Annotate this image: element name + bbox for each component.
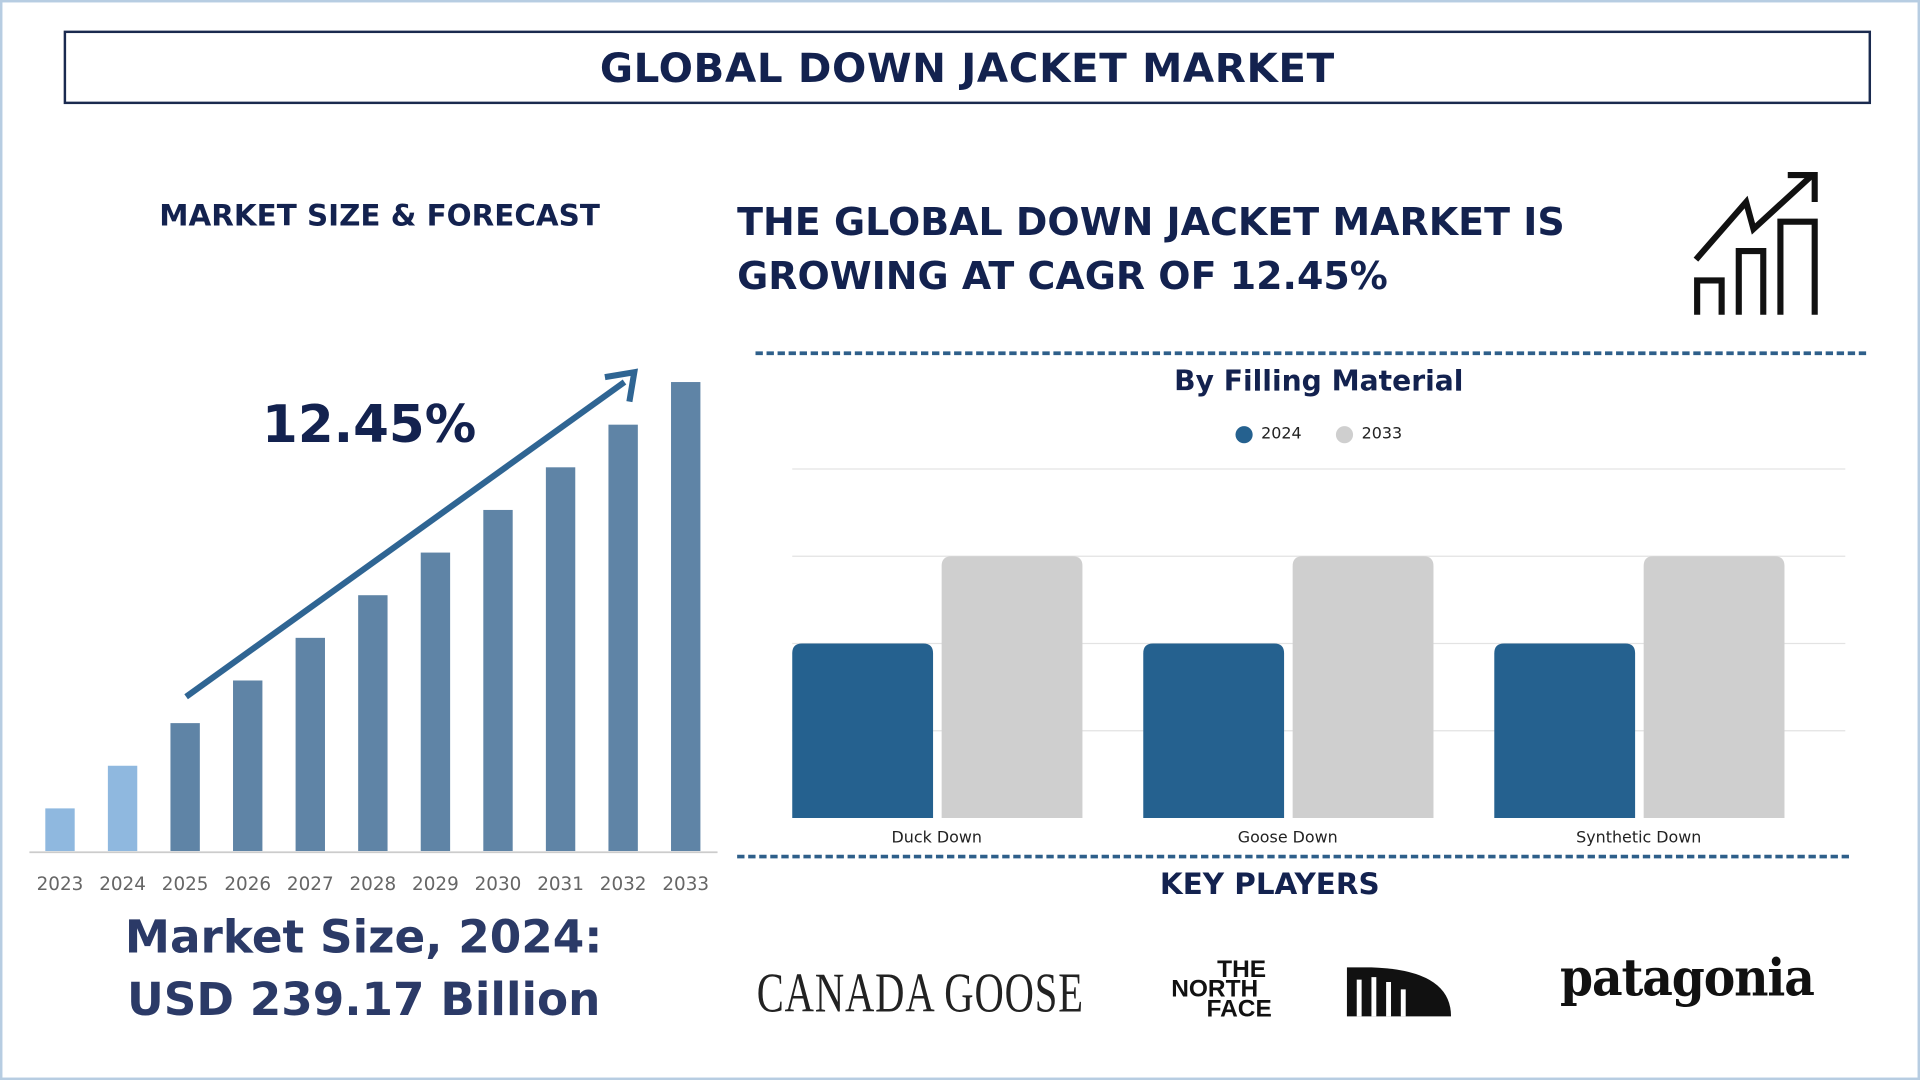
market-size-label: Market Size, 2024: xyxy=(124,911,603,964)
market-forecast-chart: 2023 2024 2025 2026 2027 2028 2029 2030 2031 2032… xyxy=(29,368,718,895)
title-box: GLOBAL DOWN JACKET MARKET xyxy=(63,30,1872,105)
bar-2033 xyxy=(671,382,701,852)
headline-line-2: GROWING AT CAGR OF 12.45% xyxy=(737,254,1388,299)
year-label: 2028 xyxy=(349,874,396,895)
bar-synthetic-down-2024 xyxy=(1494,643,1636,818)
bar-2025 xyxy=(170,723,200,852)
patagonia-logo: patagonia xyxy=(1560,947,1815,1008)
the-north-face-logo: THE NORTH FACE xyxy=(1171,956,1452,1021)
divider-bottom xyxy=(737,854,1849,859)
segment-chart-title: By Filling Material xyxy=(1174,366,1464,398)
cagr-value: 12.45% xyxy=(262,394,477,455)
legend-label: 2033 xyxy=(1361,424,1403,444)
year-label: 2029 xyxy=(412,874,459,895)
year-label: 2030 xyxy=(475,874,522,895)
svg-text:NORTH: NORTH xyxy=(1171,976,1258,1003)
year-label: 2027 xyxy=(287,874,334,895)
bar-2032 xyxy=(608,424,638,852)
year-label: 2023 xyxy=(37,874,84,895)
trend-arrow-head xyxy=(604,368,639,403)
headline-line-1: THE GLOBAL DOWN JACKET MARKET IS xyxy=(737,200,1565,245)
page-title: GLOBAL DOWN JACKET MARKET xyxy=(599,43,1335,92)
category-label: Duck Down xyxy=(892,827,982,846)
bar-duck-down-2033 xyxy=(941,556,1083,818)
bar-2024 xyxy=(107,765,138,852)
year-label: 2026 xyxy=(224,874,271,895)
filling-material-chart: Duck Down Goose Down Synthetic Down xyxy=(792,468,1846,846)
year-label: 2033 xyxy=(662,874,709,895)
year-label: 2031 xyxy=(537,874,584,895)
bar-2026 xyxy=(233,680,263,852)
legend-item-2033: 2033 xyxy=(1335,424,1403,444)
canada-goose-logo: CANADA GOOSE xyxy=(756,961,1084,1024)
divider-top xyxy=(755,351,1867,356)
category-label: Goose Down xyxy=(1238,827,1338,846)
chart-legend: 2024 2033 xyxy=(792,425,1845,443)
bar-2031 xyxy=(545,467,576,852)
bar-2023 xyxy=(45,808,75,852)
bar-2030 xyxy=(483,509,513,852)
bar-duck-down-2024 xyxy=(792,643,934,818)
key-players-heading: KEY PLAYERS xyxy=(1159,866,1380,902)
bar-2027 xyxy=(295,637,325,852)
cagr-headline: THE GLOBAL DOWN JACKET MARKET IS GROWING… xyxy=(737,196,1565,304)
market-size-value: USD 239.17 Billion xyxy=(126,973,601,1027)
svg-text:THE: THE xyxy=(1217,956,1266,983)
bar-2028 xyxy=(358,595,388,852)
bar-2029 xyxy=(420,552,451,852)
trend-arrow-line xyxy=(184,379,627,700)
year-label: 2025 xyxy=(162,874,209,895)
svg-text:FACE: FACE xyxy=(1207,995,1272,1021)
growth-chart-icon xyxy=(1693,172,1818,315)
bar-goose-down-2033 xyxy=(1292,556,1434,818)
legend-label: 2024 xyxy=(1261,424,1302,444)
bar-goose-down-2024 xyxy=(1143,643,1285,818)
legend-swatch xyxy=(1335,425,1354,443)
legend-swatch xyxy=(1235,425,1253,443)
year-label: 2032 xyxy=(600,874,647,895)
market-size-heading: MARKET SIZE & FORECAST xyxy=(159,198,600,233)
category-label: Synthetic Down xyxy=(1576,827,1701,846)
year-label: 2024 xyxy=(99,874,146,895)
bar-synthetic-down-2033 xyxy=(1643,556,1785,818)
legend-item-2024: 2024 xyxy=(1235,424,1302,444)
